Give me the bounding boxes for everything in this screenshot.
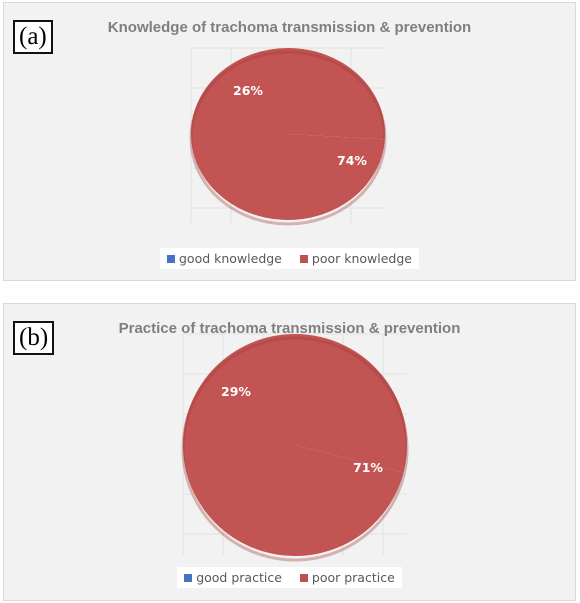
pie-edge-shadow bbox=[181, 336, 409, 562]
legend-swatch-poor bbox=[299, 254, 308, 263]
chart-panel-knowledge: (a) Knowledge of trachoma transmission &… bbox=[3, 2, 576, 281]
legend-label: poor knowledge bbox=[311, 251, 412, 266]
chart-panel-practice: (b) Practice of trachoma transmission & … bbox=[3, 303, 576, 601]
data-label-good-knowledge: 26% bbox=[233, 83, 263, 98]
pie-plot-knowledge: 26% 74% bbox=[189, 47, 387, 226]
chart-title: Knowledge of trachoma transmission & pre… bbox=[107, 19, 472, 36]
panel-label: (b) bbox=[13, 321, 55, 355]
panel-label: (a) bbox=[13, 20, 53, 54]
legend-swatch-good bbox=[166, 254, 175, 263]
legend-item-poor-knowledge: poor knowledge bbox=[299, 251, 412, 266]
pie-slice-poor-knowledge bbox=[191, 48, 385, 220]
chart-title: Practice of trachoma transmission & prev… bbox=[118, 320, 461, 337]
legend-swatch-good bbox=[184, 573, 193, 582]
pie-slice-good-knowledge bbox=[288, 48, 385, 140]
data-label-good-practice: 29% bbox=[221, 384, 251, 399]
data-label-poor-knowledge: 74% bbox=[337, 153, 367, 168]
pie-plot-practice: 29% 71% bbox=[181, 333, 409, 562]
legend-label: poor practice bbox=[311, 570, 395, 585]
legend-label: good knowledge bbox=[178, 251, 282, 266]
legend-item-good-knowledge: good knowledge bbox=[166, 251, 282, 266]
pie-slice-good-practice bbox=[295, 334, 407, 473]
pie-edge-shadow bbox=[189, 50, 387, 226]
chart-legend: good practice poor practice bbox=[4, 567, 575, 588]
legend-item-good-practice: good practice bbox=[184, 570, 282, 585]
pie-slice-poor-practice bbox=[183, 334, 404, 556]
chart-legend: good knowledge poor knowledge bbox=[4, 248, 575, 269]
legend-label: good practice bbox=[196, 570, 282, 585]
data-label-poor-practice: 71% bbox=[353, 460, 383, 475]
legend-swatch-poor bbox=[299, 573, 308, 582]
legend-item-poor-practice: poor practice bbox=[299, 570, 395, 585]
